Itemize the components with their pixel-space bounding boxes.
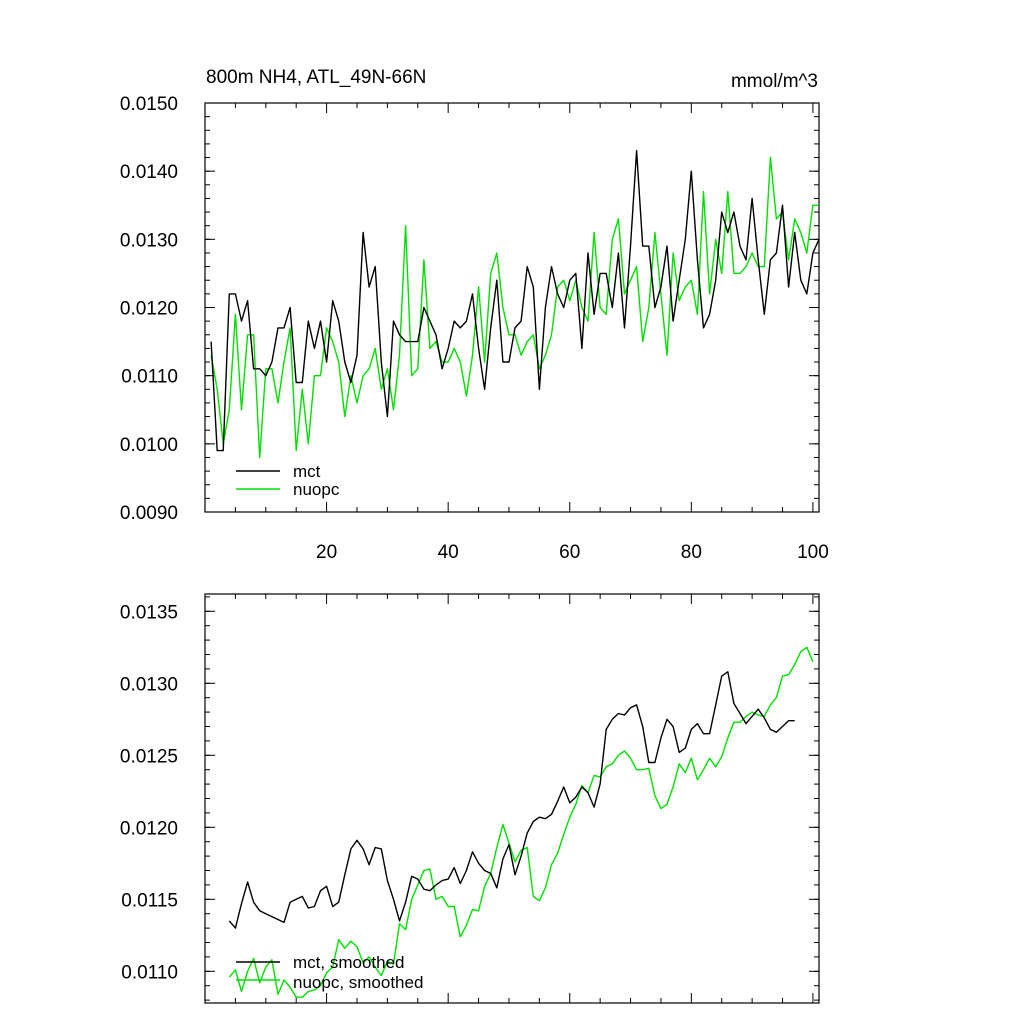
x-tick-label: 60 <box>559 542 580 563</box>
y-tick-label: 0.0150 <box>120 94 178 115</box>
y-tick-label: 0.0115 <box>121 890 178 911</box>
legend-label-nuopc: nuopc <box>293 480 340 499</box>
y-tick-label: 0.0090 <box>120 503 178 524</box>
x-tick-label: 100 <box>797 542 829 563</box>
x-tick-label: 20 <box>316 542 337 563</box>
legend-label-mct-smoothed: mct, smoothed <box>293 953 405 972</box>
y-tick-label: 0.0125 <box>120 746 178 767</box>
series-group-bottom <box>228 646 814 998</box>
legend-label-nuopc-smoothed: nuopc, smoothed <box>293 973 423 992</box>
y-tick-label: 0.0140 <box>120 162 178 183</box>
y-tick-label: 0.0135 <box>120 602 178 623</box>
y-tick-label: 0.0110 <box>121 962 178 983</box>
axis-ticks-top: 0.0090 0.0100 0.0110 0.0120 0.0130 0.0140 0.01… <box>120 94 829 563</box>
series-group-top <box>210 149 820 459</box>
legend-top: mct nuopc <box>236 462 340 499</box>
y-tick-label: 0.0120 <box>120 818 178 839</box>
y-tick-label: 0.0110 <box>121 367 178 388</box>
chart-title: 800m NH4, ATL_49N-66N <box>206 67 426 88</box>
legend-bottom: mct, smoothed nuopc, smoothed <box>236 953 423 992</box>
panel-top: 800m NH4, ATL_49N-66N mmol/m^3 0.00900.0… <box>120 67 829 563</box>
axis-ticks-bottom: 0.0110 0.0115 0.0120 0.0125 0.0130 0.0135 <box>120 594 819 1003</box>
series-line-nuopc-smoothed <box>228 646 814 998</box>
legend-label-mct: mct <box>293 462 321 481</box>
y-tick-label: 0.0130 <box>120 674 178 695</box>
x-tick-label: 40 <box>438 542 459 563</box>
panel-bottom: 0.0110 0.0115 0.0120 0.0125 0.0130 0.0135 mct… <box>120 593 820 1004</box>
y-tick-label: 0.0120 <box>120 299 178 320</box>
series-line-mct-smoothed <box>228 671 795 929</box>
y-tick-label: 0.0100 <box>120 435 178 456</box>
units-label: mmol/m^3 <box>731 71 818 92</box>
series-line-mct <box>210 149 820 452</box>
x-tick-label: 80 <box>681 542 702 563</box>
y-tick-label: 0.0130 <box>120 230 178 251</box>
